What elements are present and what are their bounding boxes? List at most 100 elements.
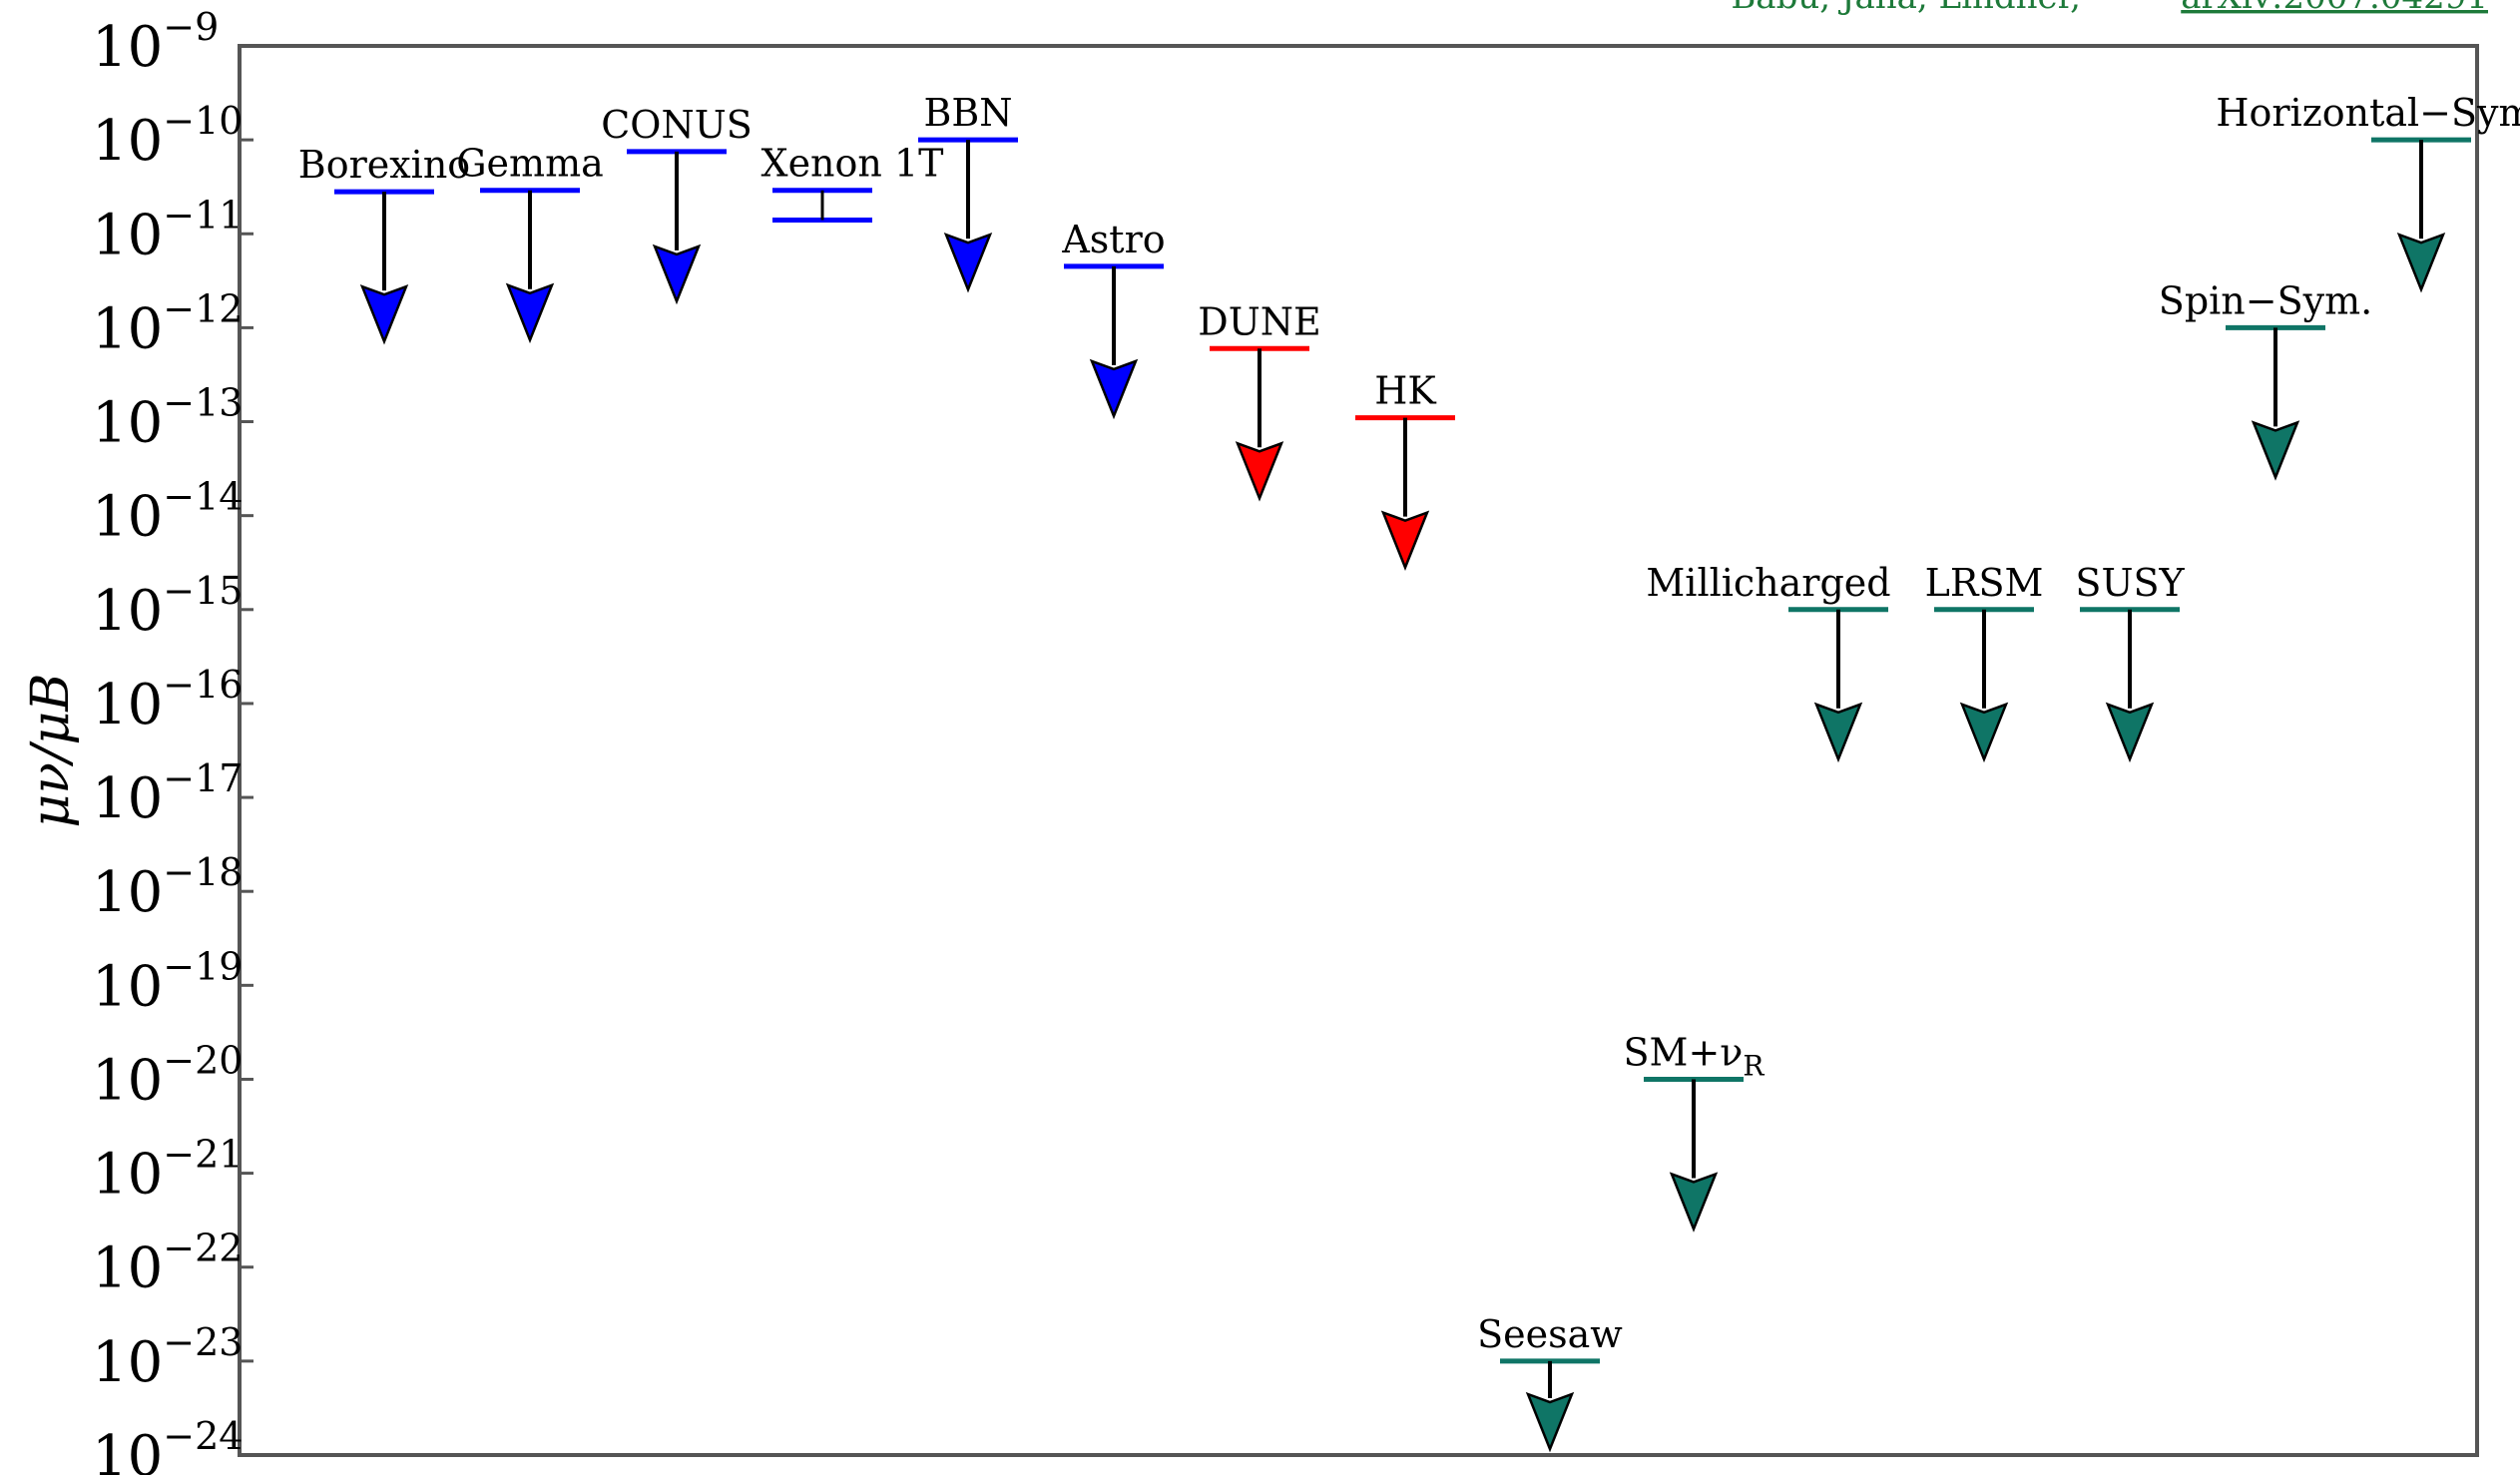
y-tick-base: 10 (92, 1048, 163, 1113)
point-label-text: Astro (1061, 218, 1165, 261)
y-tick-label: 10−15 (92, 569, 243, 644)
y-tick-label: 10−16 (92, 663, 243, 738)
arrow-head (1380, 510, 1430, 572)
point-conus: CONUS (601, 103, 753, 305)
y-tick-label: 10−24 (92, 1414, 243, 1475)
y-tick-label: 10−23 (92, 1320, 243, 1395)
y-tick-exponent: −15 (163, 569, 243, 613)
arrow-head (1813, 702, 1863, 763)
y-tick-base: 10 (92, 954, 163, 1019)
point-spin-sym-: Spin−Sym. (2159, 278, 2372, 481)
point-label: HK (1374, 369, 1436, 413)
point-lrsm: LRSM (1925, 561, 2044, 763)
point-label: Millicharged (1646, 561, 1890, 605)
y-tick-label: 10−19 (92, 944, 243, 1019)
y-axis-ticks (240, 44, 253, 1457)
y-tick-base: 10 (92, 391, 163, 456)
y-tick-exponent: −16 (163, 663, 243, 707)
y-tick-label: 10−22 (92, 1227, 243, 1301)
point-label: DUNE (1198, 299, 1320, 343)
y-axis-tick-labels: 10−910−1010−1110−1210−1310−1410−1510−161… (92, 5, 243, 1475)
point-label-text: DUNE (1198, 299, 1320, 343)
point-bbn: BBN (918, 91, 1018, 293)
point-gemma: Gemma (456, 142, 604, 344)
arrow-head (1669, 1172, 1719, 1232)
point-millicharged: Millicharged (1646, 561, 1891, 763)
point-label: Astro (1061, 218, 1165, 261)
point-xenon-1t: Xenon 1T (761, 142, 944, 224)
point-label-subscript: R (1743, 1049, 1764, 1082)
y-tick-base: 10 (92, 15, 163, 80)
y-tick-exponent: −9 (163, 5, 219, 49)
point-label-text: Spin−Sym. (2159, 278, 2372, 322)
point-label-text: HK (1374, 369, 1436, 413)
y-tick-label: 10−13 (92, 381, 243, 456)
point-label-text: LRSM (1925, 561, 2044, 605)
y-tick-base: 10 (92, 203, 163, 267)
point-label-text: Gemma (456, 142, 604, 186)
point-dune: DUNE (1198, 299, 1321, 502)
point-label-text: Xenon 1T (761, 142, 944, 186)
arrow-head (652, 244, 702, 305)
y-tick-exponent: −19 (163, 944, 243, 988)
credit-authors: Babu, Jana, Lindner, (1731, 0, 2081, 17)
y-tick-base: 10 (92, 766, 163, 831)
arrow-head (943, 233, 993, 293)
point-label: Gemma (456, 142, 604, 186)
credit-line: Babu, Jana, Lindner, arXiv:2007.04291 (1731, 0, 2488, 17)
y-tick-exponent: −10 (163, 99, 243, 143)
arrow-head (1959, 702, 2009, 763)
arrow-head (2251, 420, 2300, 481)
y-tick-label: 10−17 (92, 756, 243, 831)
y-tick-base: 10 (92, 296, 163, 361)
plot-area-frame (238, 44, 2479, 1457)
point-label: BBN (923, 91, 1012, 135)
arrow-head (359, 284, 409, 345)
y-tick-label: 10−9 (92, 5, 219, 80)
y-tick-label: 10−14 (92, 475, 243, 550)
point-label: Horizontal−Sym. (2216, 91, 2520, 135)
y-tick-exponent: −14 (163, 475, 243, 519)
y-tick-base: 10 (92, 673, 163, 738)
arrow-head (505, 282, 555, 344)
arrow-head (2105, 702, 2155, 763)
y-tick-exponent: −22 (163, 1227, 243, 1270)
point-label: Seesaw (1477, 1312, 1623, 1356)
y-tick-base: 10 (92, 579, 163, 644)
y-tick-base: 10 (92, 1143, 163, 1208)
point-label: Borexino (298, 143, 470, 187)
point-label: CONUS (601, 103, 753, 147)
point-label: SM+νR (1624, 1030, 1765, 1082)
y-tick-exponent: −13 (163, 381, 243, 425)
y-tick-base: 10 (92, 1330, 163, 1395)
arrow-head (1089, 358, 1139, 420)
point-label: Xenon 1T (761, 142, 944, 186)
y-tick-base: 10 (92, 860, 163, 925)
y-tick-exponent: −23 (163, 1320, 243, 1364)
point-label-text: SUSY (2075, 561, 2185, 605)
y-tick-base: 10 (92, 1236, 163, 1301)
y-tick-label: 10−11 (92, 193, 243, 267)
y-tick-label: 10−20 (92, 1038, 243, 1113)
y-tick-base: 10 (92, 485, 163, 550)
y-tick-exponent: −17 (163, 756, 243, 800)
point-horizontal-sym-: Horizontal−Sym. (2216, 91, 2520, 293)
y-tick-label: 10−12 (92, 286, 243, 361)
point-label-text: CONUS (601, 103, 753, 147)
point-label-text: Seesaw (1477, 1312, 1623, 1356)
point-label: LRSM (1925, 561, 2044, 605)
y-tick-label: 10−18 (92, 850, 243, 925)
point-label: SUSY (2075, 561, 2185, 605)
arrow-head (1235, 441, 1284, 502)
y-axis-label: μν/μB (21, 674, 81, 828)
y-tick-exponent: −11 (163, 193, 243, 237)
point-label-text: Horizontal−Sym. (2216, 91, 2520, 135)
y-tick-base: 10 (92, 109, 163, 174)
arrow-head (1525, 1391, 1575, 1453)
y-tick-base: 10 (92, 1424, 163, 1475)
y-tick-label: 10−10 (92, 99, 243, 174)
credit-link[interactable]: arXiv:2007.04291 (2181, 0, 2488, 17)
y-tick-exponent: −21 (163, 1133, 243, 1177)
point-label-text: Millicharged (1646, 561, 1890, 605)
